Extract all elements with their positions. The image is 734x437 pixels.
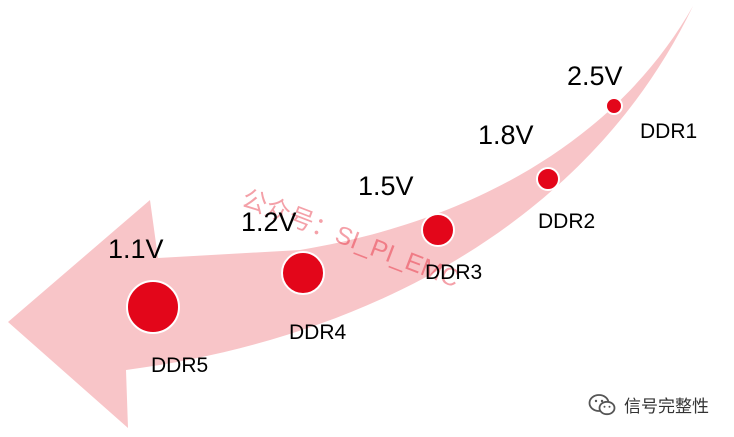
dot-ddr3 — [421, 213, 455, 247]
account-name: 信号完整性 — [624, 397, 709, 417]
wechat-icon — [588, 393, 616, 415]
voltage-label-ddr2: 1.8V — [478, 120, 534, 150]
curved-arrow — [8, 6, 693, 428]
voltage-label-ddr1: 2.5V — [567, 61, 623, 91]
voltage-label-ddr4: 1.2V — [241, 207, 297, 237]
ddr-label-ddr3: DDR3 — [425, 261, 482, 284]
dot-ddr4 — [281, 251, 325, 295]
dot-ddr2 — [536, 167, 560, 191]
ddr-label-ddr1: DDR1 — [640, 120, 697, 143]
ddr-label-ddr4: DDR4 — [289, 321, 346, 344]
footer-account: 信号完整性 — [588, 392, 709, 417]
dot-ddr5 — [126, 280, 180, 334]
voltage-label-ddr5: 1.1V — [108, 234, 164, 264]
voltage-label-ddr3: 1.5V — [358, 171, 414, 201]
ddr-label-ddr2: DDR2 — [538, 210, 595, 233]
ddr-label-ddr5: DDR5 — [151, 354, 208, 377]
dot-ddr1 — [605, 97, 623, 115]
